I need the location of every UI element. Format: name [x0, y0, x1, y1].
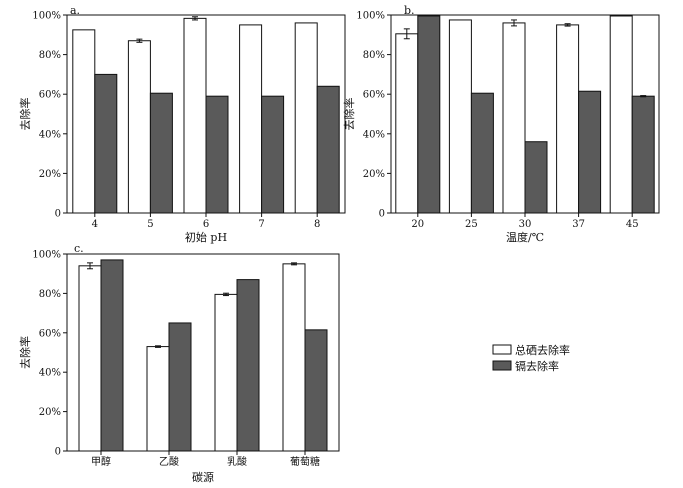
bar-cadmium	[236, 279, 260, 452]
x-tick-label: 25	[465, 219, 478, 230]
y-tick-label: 0	[55, 209, 61, 220]
y-tick-label: 80%	[39, 289, 61, 300]
bar-selenium	[146, 346, 170, 452]
x-tick-label: 4	[92, 219, 98, 230]
bar-selenium	[448, 19, 472, 214]
x-tick-label: 8	[314, 219, 320, 230]
bar-cadmium	[94, 73, 118, 214]
y-tick-label: 60%	[39, 328, 61, 339]
chart-panel-0: 0 20% 40% 60% 80% 100% 4 5 6 7 8 初始 pH 去除率 a.	[18, 4, 346, 244]
bar-selenium	[609, 15, 633, 214]
x-tick-label: 乙酸	[159, 455, 179, 468]
x-tick-label: 5	[147, 219, 153, 230]
bar-cadmium	[304, 329, 328, 452]
bar-selenium	[127, 40, 151, 214]
x-axis-label: 初始 pH	[185, 230, 227, 244]
plot-frame	[66, 14, 346, 214]
x-tick-label: 45	[626, 219, 639, 230]
bar-cadmium	[417, 15, 441, 214]
bar-cadmium	[168, 322, 192, 452]
x-axis-label: 碳源	[192, 470, 214, 484]
y-tick-label: 20%	[39, 169, 61, 180]
y-axis-label: 去除率	[18, 98, 32, 131]
y-tick-label: 60%	[363, 90, 385, 101]
y-tick-label: 80%	[39, 50, 61, 61]
bar-selenium	[72, 29, 96, 214]
y-tick-label: 20%	[363, 169, 385, 180]
y-tick-label: 100%	[32, 11, 61, 22]
bar-selenium	[78, 265, 102, 452]
bar-cadmium	[470, 92, 494, 214]
plot-frame	[390, 14, 660, 214]
y-tick-label: 40%	[39, 368, 61, 379]
x-tick-label: 甲醇	[91, 455, 111, 468]
bar-selenium	[395, 33, 419, 214]
y-tick-label: 0	[379, 209, 385, 220]
y-axis-label: 去除率	[342, 98, 356, 131]
x-tick-label: 37	[572, 219, 585, 230]
panel-label: b.	[404, 4, 415, 17]
y-tick-label: 60%	[39, 90, 61, 101]
chart-legend: 总硒去除率 镉去除率	[492, 343, 570, 373]
bar-cadmium	[578, 90, 602, 214]
bar-selenium	[294, 22, 318, 214]
panel-label: a.	[70, 4, 80, 17]
legend-swatch-cadmium	[492, 360, 512, 371]
bar-selenium	[239, 24, 263, 214]
x-tick-label: 6	[203, 219, 209, 230]
y-tick-label: 100%	[32, 250, 61, 261]
y-tick-label: 100%	[356, 11, 385, 22]
bar-cadmium	[205, 95, 229, 214]
y-tick-label: 0	[55, 447, 61, 458]
chart-panel-1: 0 20% 40% 60% 80% 100% 20 25 30 37 45 温度/℃ 去除率 b.	[342, 4, 660, 244]
y-tick-label: 20%	[39, 407, 61, 418]
y-tick-label: 40%	[363, 129, 385, 140]
y-tick-label: 80%	[363, 50, 385, 61]
x-tick-label: 乳酸	[227, 455, 247, 468]
bar-selenium	[502, 22, 526, 214]
y-axis-label: 去除率	[18, 336, 32, 369]
legend-label-cadmium: 镉去除率	[515, 359, 559, 373]
x-tick-label: 30	[519, 219, 532, 230]
bar-selenium	[183, 17, 207, 214]
panel-label: c.	[74, 242, 84, 255]
bar-cadmium	[261, 95, 285, 214]
x-axis-label: 温度/℃	[506, 230, 544, 244]
bar-selenium	[214, 293, 238, 452]
x-tick-label: 20	[411, 219, 424, 230]
x-tick-label: 7	[258, 219, 264, 230]
plot-frame	[66, 253, 340, 452]
legend-label-selenium: 总硒去除率	[515, 343, 570, 357]
bar-selenium	[556, 24, 580, 214]
x-tick-label: 葡萄糖	[290, 455, 320, 468]
bar-cadmium	[149, 92, 173, 214]
bar-cadmium	[631, 95, 655, 214]
bar-selenium	[282, 263, 306, 452]
legend-swatch-selenium	[492, 344, 512, 355]
y-tick-label: 40%	[39, 129, 61, 140]
bar-cadmium	[316, 85, 340, 214]
bar-cadmium	[524, 141, 548, 214]
bar-cadmium	[100, 259, 124, 452]
